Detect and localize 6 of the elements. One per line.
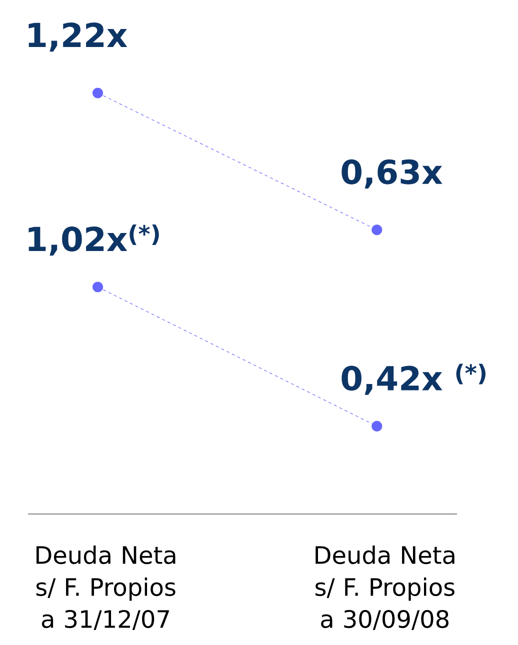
x-tick-label: Deuda Neta s/ F. Propios a 30/09/08 (316, 546, 454, 630)
data-label: 1,22x (28, 22, 128, 52)
data-label: 1,02x$^{(*)}$ (28, 224, 159, 256)
x-tick-label: Deuda Neta s/ F. Propios a 31/12/07 (36, 546, 176, 630)
data-label: 0,42x $^{(*)}$ (342, 364, 486, 395)
data-label: 0,63x (342, 159, 442, 189)
